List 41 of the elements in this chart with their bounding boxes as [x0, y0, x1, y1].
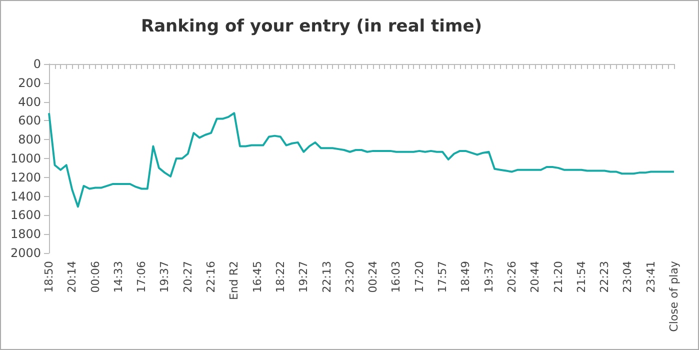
x-tick-label: 23:04 [621, 261, 634, 293]
x-tick-label: 23:41 [644, 261, 658, 293]
y-tick-label: 800 [18, 132, 41, 147]
chart-title: Ranking of your entry (in real time) [141, 16, 482, 36]
x-tick-label: 18:49 [459, 261, 472, 293]
x-tick-label: 22:13 [320, 261, 334, 293]
x-tick-label: 20:14 [66, 261, 79, 293]
x-tick-label: 20:27 [181, 261, 194, 293]
x-tick-label: 17:06 [135, 261, 148, 293]
x-tick-label: 14:33 [112, 261, 125, 293]
y-tick-label: 1400 [10, 189, 41, 204]
x-tick-label: 22:23 [598, 261, 612, 293]
x-tick-label: 17:20 [412, 261, 426, 293]
y-tick-label: 1000 [10, 152, 41, 166]
y-tick-label: 2000 [10, 246, 41, 260]
x-tick-label: 19:37 [482, 261, 496, 293]
line-series [48, 112, 675, 208]
x-tick-label: 19:27 [297, 261, 310, 293]
x-tick-label: 21:54 [574, 261, 588, 293]
x-tick-label: 20:44 [528, 261, 542, 293]
y-tick-label: 1200 [10, 170, 41, 184]
x-tick-label: 21:20 [552, 261, 565, 293]
x-tick-label: 18:50 [42, 261, 56, 293]
x-tick-label: 22:16 [204, 261, 218, 293]
y-tick-label: 400 [18, 94, 41, 109]
x-tick-label: Close of play [668, 260, 680, 332]
x-tick-label: 16:45 [250, 261, 264, 293]
x-tick-label: End R2 [228, 261, 241, 300]
y-tick-label: 1600 [10, 208, 41, 222]
x-tick-label: 16:03 [390, 261, 403, 293]
x-tick-label: 20:26 [505, 261, 518, 293]
y-tick-label: 600 [18, 114, 41, 128]
x-tick-label: 00:06 [88, 261, 102, 293]
y-tick-label: 1800 [10, 227, 41, 242]
x-tick-label: 19:37 [158, 261, 172, 293]
y-tick-label: 200 [18, 76, 41, 90]
x-tick-label: 00:24 [366, 261, 380, 293]
y-tick-label: 0 [33, 57, 41, 71]
x-tick-label: 23:20 [343, 261, 356, 293]
x-tick-label: 18:22 [274, 261, 287, 293]
x-tick-label: 17:57 [436, 261, 450, 293]
